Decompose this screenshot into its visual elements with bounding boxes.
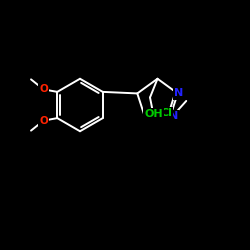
Text: Cl: Cl xyxy=(160,108,172,118)
Text: N: N xyxy=(169,111,178,121)
Text: N: N xyxy=(174,88,184,99)
Text: O: O xyxy=(39,84,48,94)
Text: O: O xyxy=(39,116,48,126)
Text: OH: OH xyxy=(144,109,163,119)
